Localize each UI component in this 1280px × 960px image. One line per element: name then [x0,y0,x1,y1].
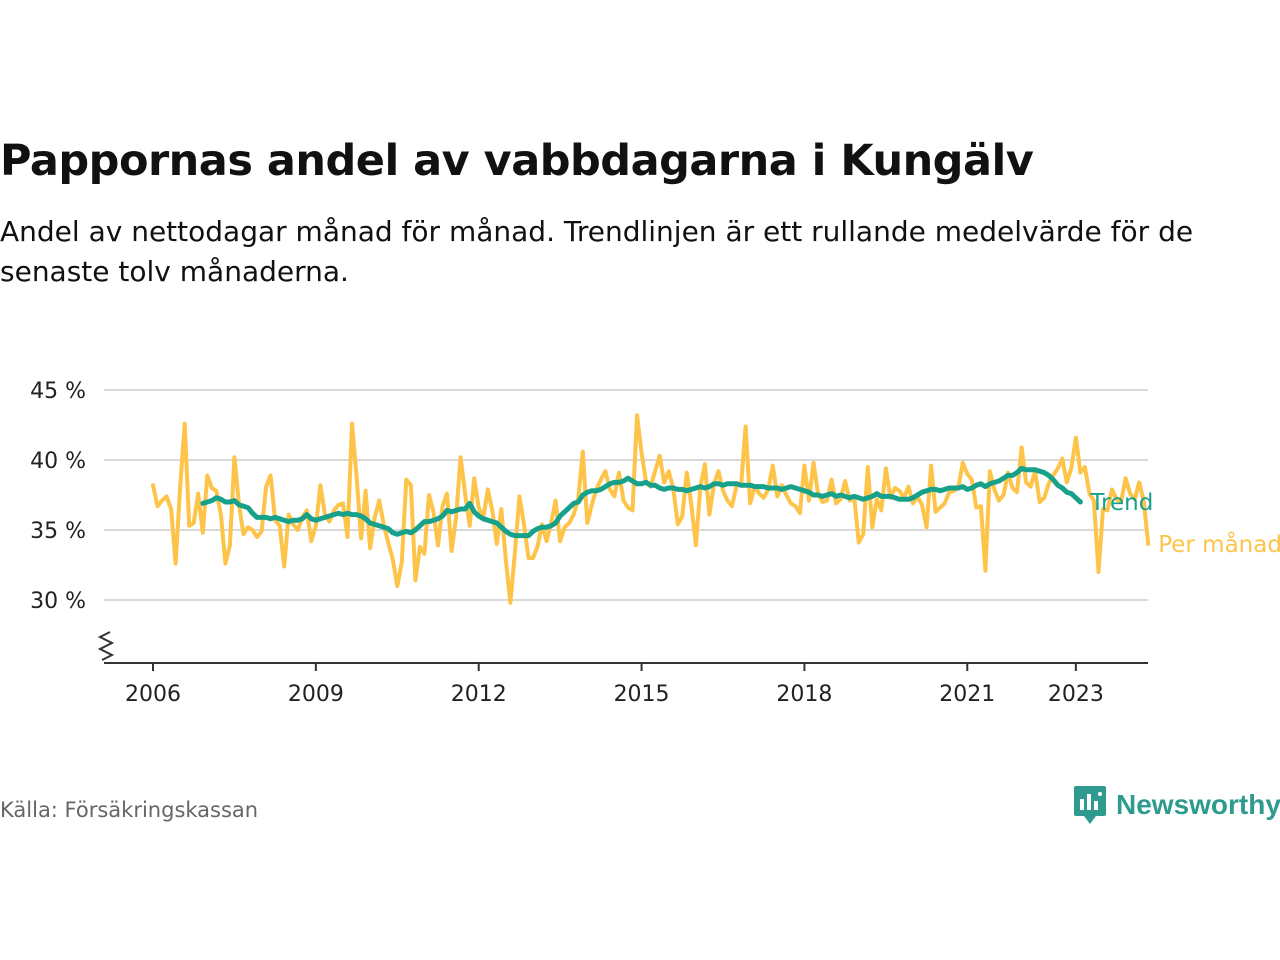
chart-subtitle: Andel av nettodagar månad för månad. Tre… [0,215,1194,288]
x-tick-label: 2021 [939,682,995,707]
y-tick-label: 35 % [30,519,86,544]
series-lines [151,413,1151,605]
source-note: Källa: Försäkringskassan [0,798,259,822]
monthly-line [151,413,1151,605]
brand-name: Newsworthy [1116,789,1280,820]
x-axis: 2006 2009 2012 2015 2018 2021 2023 [104,662,1148,707]
y-tick-label: 45 % [30,379,86,404]
y-tick-label: 40 % [30,449,86,474]
x-tick-label: 2023 [1048,682,1104,707]
trend-label: Trend [1089,490,1153,516]
grid-lines [104,389,1148,601]
x-tick-label: 2012 [451,682,507,707]
newsworthy-logo: Newsworthy [1072,784,1280,826]
bar-chart-icon [1074,786,1106,824]
y-axis-labels: 30 % 35 % 40 % 45 % [30,379,86,614]
monthly-label: Per månad [1158,530,1280,558]
trend-line [200,465,1083,539]
x-tick-label: 2006 [125,682,181,707]
chart-title: Pappornas andel av vabbdagarna i Kungälv [0,136,1034,186]
y-tick-label: 30 % [30,589,86,614]
line-chart: 30 % 35 % 40 % 45 % 2006 2009 2012 2015 2018 202… [30,379,1280,707]
x-tick-label: 2018 [776,682,832,707]
x-tick-label: 2015 [614,682,670,707]
y-axis-break [97,631,115,661]
x-tick-label: 2009 [288,682,344,707]
